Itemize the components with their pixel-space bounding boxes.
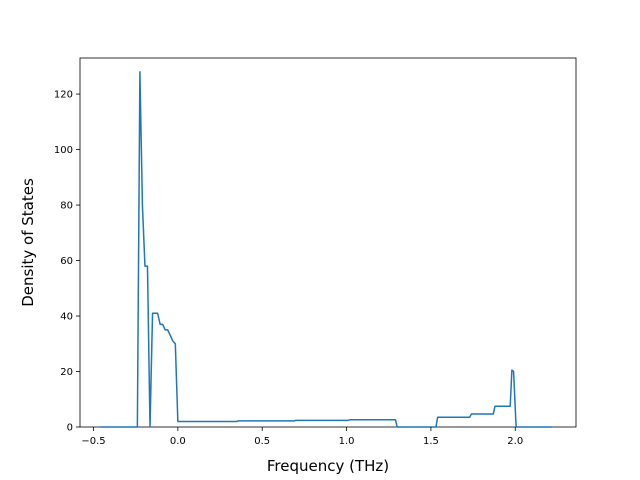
y-tick-label: 20 <box>60 367 73 378</box>
x-tick-label: −0.5 <box>81 436 105 447</box>
dos-series-line <box>100 71 553 428</box>
plot-frame <box>79 57 577 428</box>
x-tick-label: 1.0 <box>339 436 355 447</box>
series-layer <box>100 71 553 428</box>
y-tick-label: 80 <box>60 201 73 212</box>
y-tick-label: 0 <box>67 423 73 434</box>
x-tick-label: 1.5 <box>423 436 439 447</box>
y-tick-label: 60 <box>60 256 73 267</box>
x-tick-label: 0.0 <box>170 436 186 447</box>
y-ticks: 0 20 40 60 80 100 120 <box>54 90 80 434</box>
x-axis-label: Frequency (THz) <box>267 457 389 475</box>
x-ticks: −0.5 0.0 0.5 1.0 1.5 2.0 <box>81 427 523 447</box>
x-tick-label: 0.5 <box>254 436 270 447</box>
y-tick-label: 120 <box>54 90 73 101</box>
y-tick-label: 40 <box>60 312 73 323</box>
x-tick-label: 2.0 <box>507 436 523 447</box>
y-axis-label: Density of States <box>19 178 37 307</box>
y-tick-label: 100 <box>54 145 73 156</box>
